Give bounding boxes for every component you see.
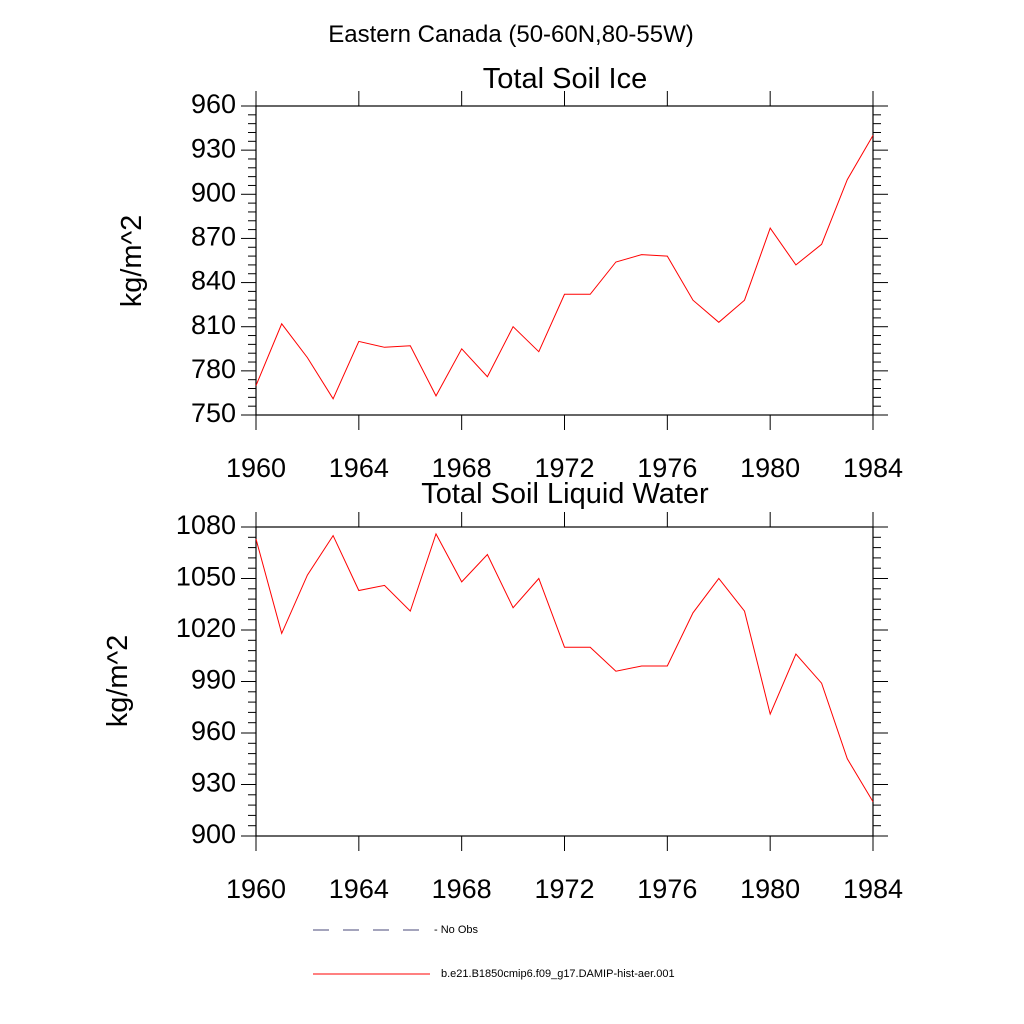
series-line [255, 532, 874, 802]
panel-total-soil-ice: Total Soil Ice kg/m^2 1960 1964 1968 1972 19… [116, 63, 903, 483]
x-tick-label: 1984 [843, 453, 903, 483]
y-tick-label: 1050 [176, 562, 236, 592]
x-tick-label: 1964 [329, 874, 389, 904]
y-tick-label: 930 [191, 133, 236, 163]
x-tick-label: 1968 [432, 874, 492, 904]
x-tick-label: 1960 [226, 453, 286, 483]
plot-frame [255, 526, 874, 837]
x-tick-label: 1972 [534, 453, 594, 483]
y-tick-label: 990 [191, 665, 236, 695]
y-tick-label: 1080 [176, 510, 236, 540]
plot-frame [255, 105, 874, 416]
y-tick-label: 900 [191, 819, 236, 849]
x-tick-label: 1976 [637, 453, 697, 483]
y-tick-label: 750 [191, 398, 236, 428]
panel-title: Total Soil Liquid Water [421, 478, 709, 510]
y-tick-label: 900 [191, 177, 236, 207]
x-tick-label: 1980 [740, 874, 800, 904]
series-line [255, 135, 874, 400]
x-tick-label: 1980 [740, 453, 800, 483]
legend-obs-label: - No Obs [434, 924, 479, 936]
panel-title: Total Soil Ice [483, 63, 647, 95]
panel-total-soil-liquid-water: Total Soil Liquid Water kg/m^2 1960 1964 1… [102, 478, 903, 904]
y-tick-label: 870 [191, 222, 236, 252]
y-axis-label: kg/m^2 [102, 635, 134, 728]
y-tick-label: 1020 [176, 613, 236, 643]
y-tick-label: 960 [191, 716, 236, 746]
y-tick-label: 780 [191, 354, 236, 384]
x-tick-label: 1968 [432, 453, 492, 483]
x-tick-label: 1976 [637, 874, 697, 904]
y-tick-label: 810 [191, 310, 236, 340]
figure-title: Eastern Canada (50-60N,80-55W) [328, 21, 694, 48]
x-tick-label: 1960 [226, 874, 286, 904]
x-tick-label: 1972 [534, 874, 594, 904]
y-tick-label: 960 [191, 89, 236, 119]
y-tick-label: 840 [191, 266, 236, 296]
y-tick-label: 930 [191, 768, 236, 798]
x-tick-label: 1964 [329, 453, 389, 483]
y-axis-label: kg/m^2 [116, 215, 148, 308]
legend-model-label: b.e21.B1850cmip6.f09_g17.DAMIP-hist-aer.… [441, 968, 675, 980]
legend: - No Obs b.e21.B1850cmip6.f09_g17.DAMIP-… [313, 924, 675, 980]
x-tick-label: 1984 [843, 874, 903, 904]
